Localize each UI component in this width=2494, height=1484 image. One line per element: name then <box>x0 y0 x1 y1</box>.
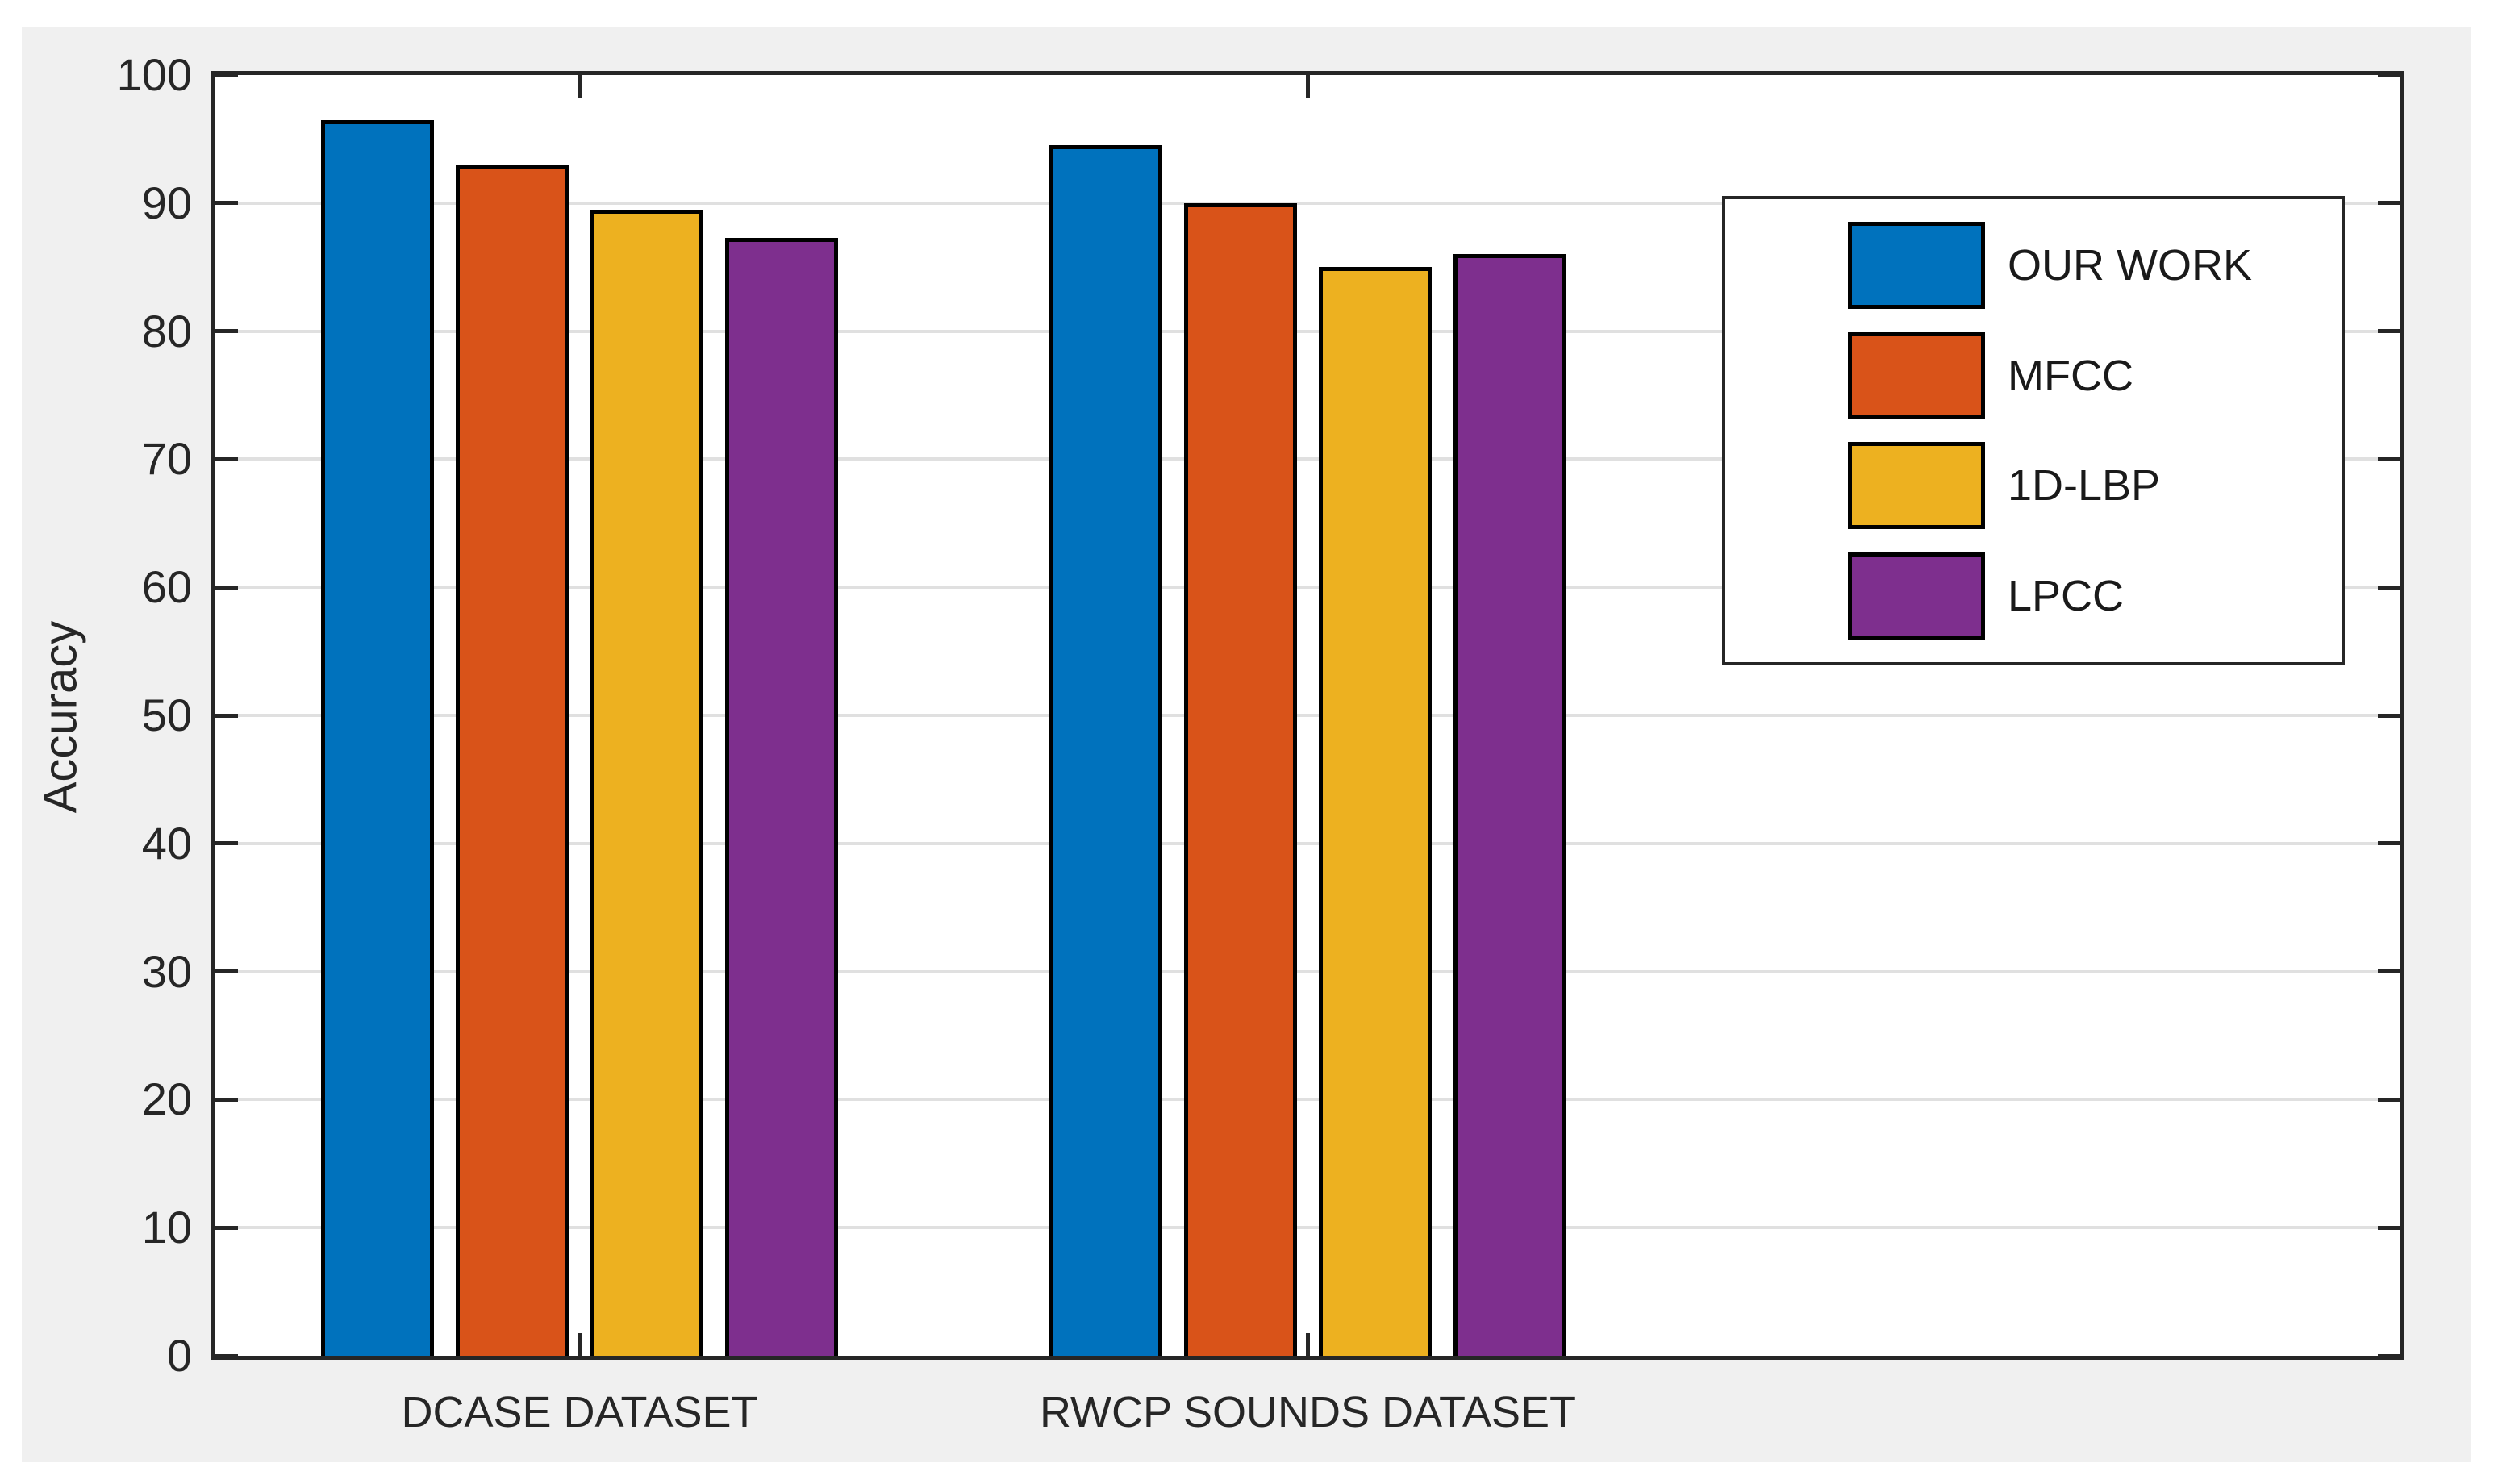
y-tick-label: 90 <box>141 177 192 228</box>
y-axis-tick <box>215 841 238 846</box>
y-axis-tick <box>215 1225 238 1230</box>
legend: OUR WORK MFCC 1D-LBP LPCC <box>1722 196 2345 665</box>
grid-line <box>215 329 2400 333</box>
y-axis-tick <box>2378 585 2400 590</box>
y-axis-tick <box>215 201 238 206</box>
legend-swatch-1d-lbp <box>1848 442 1985 530</box>
y-axis-tick <box>2378 73 2400 77</box>
bar <box>590 209 703 1356</box>
legend-item: LPCC <box>1848 552 2342 640</box>
legend-swatch-lpcc <box>1848 552 1985 640</box>
y-axis-tick <box>2378 1097 2400 1102</box>
y-axis-tick <box>2378 329 2400 334</box>
y-tick-label: 10 <box>141 1202 192 1253</box>
grid-line <box>215 1098 2400 1102</box>
y-tick-label: 80 <box>141 305 192 356</box>
legend-item: MFCC <box>1848 331 2342 419</box>
y-axis-tick <box>2378 456 2400 461</box>
bar <box>1049 145 1163 1356</box>
y-tick-label: 70 <box>141 433 192 485</box>
y-tick-label: 20 <box>141 1073 192 1125</box>
grid-line <box>215 201 2400 205</box>
x-tick-label: DCASE DATASET <box>401 1388 758 1436</box>
legend-label: MFCC <box>2008 351 2133 400</box>
y-tick-label: 30 <box>141 945 192 997</box>
x-tick-label: RWCP SOUNDS DATASET <box>1039 1388 1577 1436</box>
y-axis-tick <box>2378 1225 2400 1230</box>
x-axis-tick <box>578 75 582 98</box>
legend-swatch-our-work <box>1848 222 1985 310</box>
legend-label: LPCC <box>2008 571 2125 620</box>
y-tick-label: 40 <box>141 817 192 869</box>
y-axis-tick <box>215 969 238 974</box>
grid-line <box>215 969 2400 973</box>
grid-line <box>215 841 2400 845</box>
legend-label: OUR WORK <box>2008 241 2252 290</box>
legend-item: OUR WORK <box>1848 222 2342 310</box>
y-tick-label: 60 <box>141 561 192 613</box>
y-axis-tick <box>2378 713 2400 718</box>
y-tick-label: 100 <box>116 49 192 100</box>
x-axis-tick <box>1306 75 1310 98</box>
grid-line <box>215 1226 2400 1230</box>
x-axis-tick <box>1306 1333 1310 1356</box>
y-axis-tick <box>215 1353 238 1358</box>
bar <box>1453 254 1566 1356</box>
grid-line <box>215 457 2400 461</box>
y-axis-tick <box>215 713 238 718</box>
bar <box>1318 267 1432 1356</box>
y-axis-tick <box>215 456 238 461</box>
y-axis-tick <box>215 329 238 334</box>
y-axis-tick <box>215 1097 238 1102</box>
legend-swatch-mfcc <box>1848 331 1985 419</box>
y-axis-tick <box>2378 969 2400 974</box>
plot-inner <box>215 73 2400 1358</box>
bar <box>1184 202 1298 1356</box>
x-axis-tick <box>578 1333 582 1356</box>
bar <box>724 237 838 1356</box>
y-axis-tick <box>2378 841 2400 846</box>
legend-label: 1D-LBP <box>2008 461 2161 511</box>
y-axis-tick <box>2378 1353 2400 1358</box>
legend-item: 1D-LBP <box>1848 442 2342 530</box>
grid-line <box>215 586 2400 590</box>
y-axis-tick <box>215 585 238 590</box>
y-axis-tick <box>2378 201 2400 206</box>
y-axis-tick <box>215 73 238 77</box>
grid-line <box>215 714 2400 717</box>
bar <box>456 165 569 1356</box>
y-tick-label: 0 <box>166 1330 192 1381</box>
y-tick-label: 50 <box>141 690 192 740</box>
bar <box>321 119 435 1356</box>
